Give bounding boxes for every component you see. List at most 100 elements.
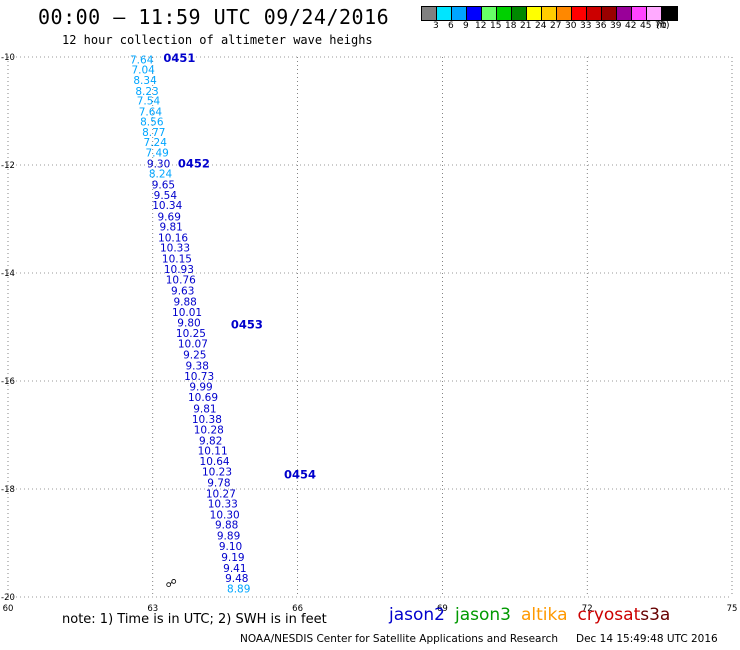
chart-subtitle: 12 hour collection of altimeter wave hei…	[62, 33, 373, 47]
wave-height-label: 10.76	[166, 274, 196, 286]
wave-height-label: 9.89	[217, 530, 240, 542]
wave-height-label: 9.80	[177, 318, 200, 330]
wave-height-label: 10.93	[164, 264, 194, 276]
x-tick-label: 72	[582, 604, 593, 614]
wave-height-label: 7.49	[145, 148, 168, 160]
time-label: 0451	[163, 51, 195, 65]
legend-color-box	[527, 7, 542, 20]
footer-credit: NOAA/NESDIS Center for Satellite Applica…	[240, 633, 558, 645]
wave-height-label: 10.33	[208, 499, 238, 511]
map-symbol-icon: ☍	[166, 577, 177, 590]
legend-color-box	[572, 7, 587, 20]
legend-color-box	[467, 7, 482, 20]
satellite-name-altika: altika	[521, 605, 568, 625]
legend-color-box	[647, 7, 662, 20]
note-text: note: 1) Time is in UTC; 2) SWH is in fe…	[62, 612, 327, 627]
satellite-name-jason3: jason3	[455, 605, 511, 625]
x-tick-label: 60	[3, 604, 14, 614]
wave-height-label: 9.38	[186, 360, 209, 372]
y-tick-label: -14	[1, 269, 15, 279]
wave-height-label: 9.25	[183, 350, 206, 362]
legend-color-box	[482, 7, 497, 20]
legend-color-box	[422, 7, 437, 20]
legend-color-box	[662, 7, 677, 20]
legend-bin-label: 15	[490, 21, 502, 31]
legend-color-box	[602, 7, 617, 20]
legend-bin-label: 30	[565, 21, 577, 31]
wave-height-label: 9.88	[173, 297, 196, 309]
wave-height-label: 8.24	[149, 169, 173, 181]
wave-height-label: 10.23	[202, 467, 232, 479]
wave-height-label: 9.10	[219, 541, 242, 553]
wave-height-label: 7.64	[130, 55, 154, 67]
time-label: 0453	[231, 317, 263, 331]
legend-color-box	[497, 7, 512, 20]
wave-height-label: 10.73	[184, 371, 214, 383]
legend-color-box	[617, 7, 632, 20]
wave-height-label: 10.25	[176, 328, 206, 340]
legend-color-box	[587, 7, 602, 20]
wave-height-label: 10.30	[210, 509, 240, 521]
wave-height-label: 10.34	[152, 200, 182, 212]
legend-unit-label: (ft)	[656, 21, 670, 31]
x-tick-label: 66	[292, 604, 303, 614]
wave-height-label: 9.48	[225, 573, 248, 585]
wave-height-label: 8.77	[142, 127, 165, 139]
legend-bin-label: 12	[475, 21, 487, 31]
legend-color-box	[632, 7, 647, 20]
wave-height-label: 10.38	[192, 414, 222, 426]
chart-title: 00:00 – 11:59 UTC 09/24/2016	[38, 5, 390, 29]
time-label: 0454	[284, 467, 316, 481]
wave-height-label: 9.65	[152, 179, 175, 191]
wave-height-label: 7.24	[144, 137, 168, 149]
legend-bin-label: 70	[655, 21, 667, 31]
wave-height-label: 9.78	[207, 478, 230, 490]
wave-height-label: 9.81	[159, 222, 182, 234]
legend-bin-label: 3	[433, 21, 439, 31]
legend-bin-label: 27	[550, 21, 562, 31]
legend-bin-label: 36	[595, 21, 607, 31]
wave-height-label: 8.89	[227, 583, 250, 595]
wave-height-label: 9.69	[158, 211, 181, 223]
satellite-name-jason2: jason2	[389, 605, 445, 625]
satellite-name-s3a: s3a	[640, 605, 671, 625]
wave-height-label: 8.34	[133, 75, 157, 87]
legend-bin-label: 42	[625, 21, 637, 31]
legend-color-box	[557, 7, 572, 20]
legend-color-box	[437, 7, 452, 20]
time-label: 0452	[178, 156, 210, 170]
legend-bin-label: 45	[640, 21, 652, 31]
satellite-name-cryosat: cryosat	[577, 605, 641, 625]
footer: NOAA/NESDIS Center for Satellite Applica…	[240, 633, 718, 645]
wave-height-label: 7.64	[139, 107, 163, 119]
footer-timestamp: Dec 14 15:49:48 UTC 2016	[576, 633, 718, 645]
legend-color-box	[512, 7, 527, 20]
wave-height-label: 10.11	[198, 446, 228, 458]
satellite-legend: jason2 jason3 altika cryosats3a	[389, 605, 680, 625]
wave-height-label: 8.56	[140, 116, 164, 128]
legend-bin-label: 33	[580, 21, 592, 31]
legend-bin-label: 24	[535, 21, 547, 31]
x-tick-label: 75	[727, 604, 738, 614]
legend-bin-label: 21	[520, 21, 532, 31]
wave-height-label: 7.54	[137, 96, 161, 108]
wave-height-label: 10.16	[158, 232, 188, 244]
color-legend	[421, 6, 678, 21]
wave-height-label: 9.30	[147, 158, 170, 170]
wave-height-label: 9.88	[215, 520, 238, 532]
y-tick-label: -16	[1, 377, 15, 387]
wave-height-label: 10.15	[162, 253, 192, 265]
x-tick-label: 69	[437, 604, 448, 614]
wave-height-label: 9.82	[199, 435, 222, 447]
y-tick-label: -10	[1, 53, 15, 63]
wave-height-label: 9.81	[193, 404, 216, 416]
wave-height-label: 10.64	[200, 456, 230, 468]
legend-bin-label: 6	[448, 21, 454, 31]
legend-color-box	[452, 7, 467, 20]
wave-height-label: 10.28	[194, 425, 224, 437]
legend-bin-label: 18	[505, 21, 517, 31]
legend-bin-label: 39	[610, 21, 622, 31]
wave-height-label: 10.27	[206, 488, 236, 500]
wave-height-label: 10.69	[188, 392, 218, 404]
